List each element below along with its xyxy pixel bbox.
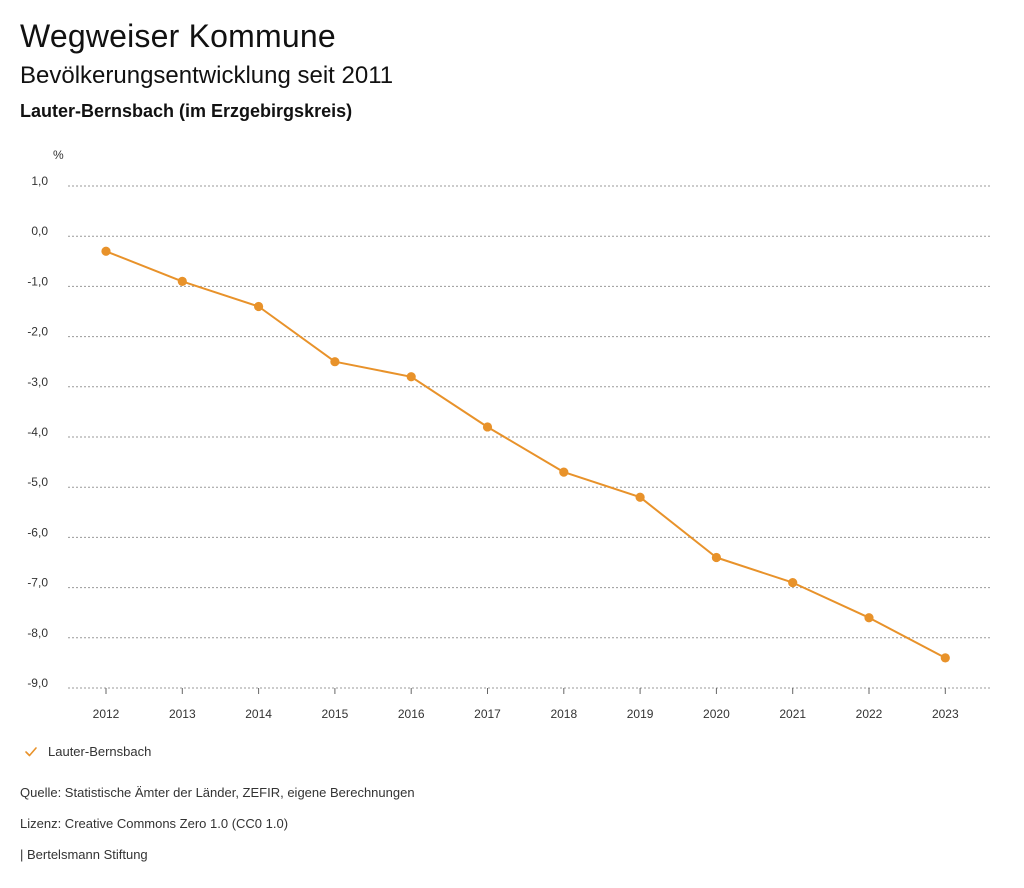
x-tick-label: 2012	[93, 707, 120, 721]
region-label: Lauter-Bernsbach (im Erzgebirgskreis)	[20, 101, 353, 121]
y-tick-label: -1,0	[27, 274, 48, 288]
y-tick-label: -3,0	[27, 375, 48, 389]
chart-legend[interactable]: Lauter-Bernsbach	[24, 744, 151, 759]
x-tick-label: 2014	[245, 707, 272, 721]
x-tick-label: 2020	[703, 707, 730, 721]
x-tick-label: 2022	[856, 707, 883, 721]
y-tick-label: -8,0	[27, 626, 48, 640]
y-axis-unit-label: %	[53, 148, 64, 162]
y-tick-label: -9,0	[27, 676, 48, 690]
x-tick-label: 2013	[169, 707, 196, 721]
x-tick-label: 2019	[627, 707, 654, 721]
x-tick-label: 2018	[550, 707, 577, 721]
x-tick-label: 2021	[779, 707, 806, 721]
y-axis: 1,0 0,0 -1,0 -2,0 -3,0 -4,0 -5,0 -6,0 -7,0 -8,0 -9…	[27, 174, 48, 690]
legend-item-label: Lauter-Bernsbach	[48, 744, 152, 759]
data-point[interactable]	[864, 613, 874, 623]
y-tick-label: 1,0	[31, 174, 48, 188]
data-point[interactable]	[101, 246, 111, 256]
publisher-note: | Bertelsmann Stiftung	[20, 847, 148, 862]
chart-footer: Quelle: Statistische Ämter der Länder, Z…	[20, 784, 415, 877]
y-tick-label: -7,0	[27, 576, 48, 590]
data-point[interactable]	[711, 552, 722, 563]
y-tick-label: -2,0	[27, 325, 48, 339]
y-tick-label: 0,0	[31, 224, 48, 238]
data-point[interactable]	[482, 422, 493, 432]
data-point[interactable]	[940, 653, 950, 663]
page-title: Wegweiser Kommune	[20, 18, 336, 54]
data-point[interactable]	[559, 467, 569, 477]
x-tick-label: 2023	[932, 707, 959, 721]
data-point[interactable]	[788, 577, 798, 588]
data-point[interactable]	[330, 357, 340, 367]
y-tick-label: -4,0	[27, 425, 48, 439]
source-note: Quelle: Statistische Ämter der Länder, Z…	[20, 785, 415, 800]
data-point[interactable]	[635, 492, 645, 502]
chart-subtitle: Bevölkerungsentwicklung seit 2011	[20, 62, 394, 89]
gridlines	[68, 185, 990, 689]
x-axis: 2012 2013 2014 2015 2016 2017 2018 2019 2020 2021…	[93, 688, 959, 721]
series-line	[105, 250, 946, 659]
x-tick-label: 2015	[322, 707, 349, 721]
x-tick-label: 2017	[474, 707, 501, 721]
y-tick-label: -5,0	[27, 475, 48, 489]
data-point[interactable]	[406, 372, 416, 382]
series-points	[101, 246, 950, 663]
x-tick-label: 2016	[398, 707, 425, 721]
series-lines	[105, 250, 946, 659]
data-point[interactable]	[177, 276, 187, 286]
chart-header: Wegweiser Kommune Bevölkerungsentwicklun…	[20, 14, 393, 126]
data-point[interactable]	[254, 301, 264, 312]
checkmark-icon	[25, 746, 37, 756]
y-tick-label: -6,0	[27, 525, 48, 539]
license-note: Lizenz: Creative Commons Zero 1.0 (CC0 1…	[20, 816, 289, 831]
